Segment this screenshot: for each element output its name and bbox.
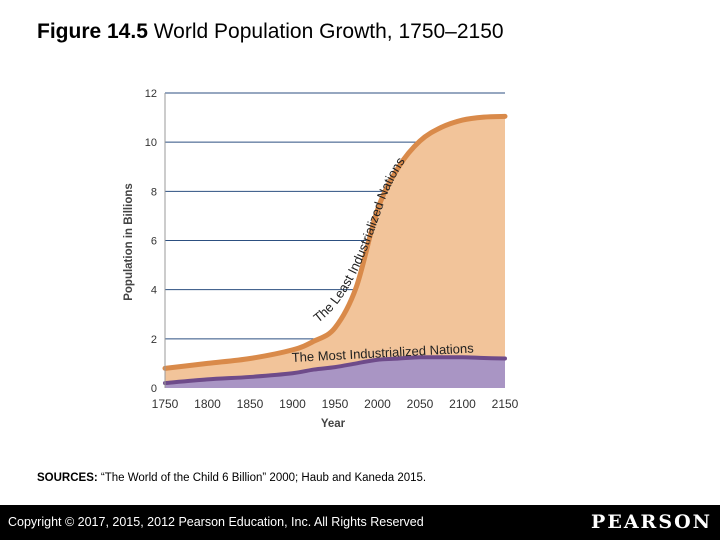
y-tick-6: 6 bbox=[151, 236, 157, 248]
copyright-text: Copyright © 2017, 2015, 2012 Pearson Edu… bbox=[8, 515, 424, 529]
x-tick-1800: 1800 bbox=[194, 397, 221, 411]
sources-text: “The World of the Child 6 Billion” 2000;… bbox=[100, 472, 427, 484]
figure-title: World Population Growth, 1750–2150 bbox=[153, 20, 504, 43]
pearson-logo: PEARSON bbox=[591, 511, 712, 533]
x-tick-1850: 1850 bbox=[237, 397, 264, 411]
x-axis-label: Year bbox=[321, 418, 346, 430]
x-tick-2050: 2050 bbox=[407, 397, 434, 411]
slide-title: Figure 14.5 World Population Growth, 175… bbox=[37, 20, 504, 44]
y-tick-4: 4 bbox=[151, 285, 157, 297]
sources-note: SOURCES: “The World of the Child 6 Billi… bbox=[37, 472, 426, 484]
y-tick-12: 12 bbox=[145, 88, 157, 100]
x-tick-2000: 2000 bbox=[364, 397, 391, 411]
x-tick-2100: 2100 bbox=[449, 397, 476, 411]
y-tick-2: 2 bbox=[151, 334, 157, 346]
x-tick-1750: 1750 bbox=[152, 397, 179, 411]
least-industrialized-area bbox=[165, 116, 505, 389]
x-tick-1900: 1900 bbox=[279, 397, 306, 411]
y-tick-0: 0 bbox=[151, 383, 157, 395]
most-industrialized-area bbox=[165, 357, 505, 388]
sources-label: SOURCES: bbox=[37, 472, 98, 484]
most-industrialized-line bbox=[163, 355, 507, 386]
footer-bar: Copyright © 2017, 2015, 2012 Pearson Edu… bbox=[0, 505, 720, 540]
x-tick-2150: 2150 bbox=[492, 397, 519, 411]
x-tick-1950: 1950 bbox=[322, 397, 349, 411]
population-chart: 0 2 4 6 8 10 12 1750 1800 1850 1900 1950 2000 2050 21… bbox=[123, 88, 519, 430]
y-tick-10: 10 bbox=[145, 137, 157, 149]
x-tick-labels: 1750 1800 1850 1900 1950 2000 2050 2100 2150 bbox=[152, 397, 519, 411]
y-tick-labels: 0 2 4 6 8 10 12 bbox=[145, 88, 157, 395]
figure-number: Figure 14.5 bbox=[37, 20, 148, 43]
least-industrialized-line bbox=[162, 113, 508, 371]
y-axis-label: Population in Billions bbox=[123, 183, 135, 301]
y-tick-8: 8 bbox=[151, 186, 157, 198]
